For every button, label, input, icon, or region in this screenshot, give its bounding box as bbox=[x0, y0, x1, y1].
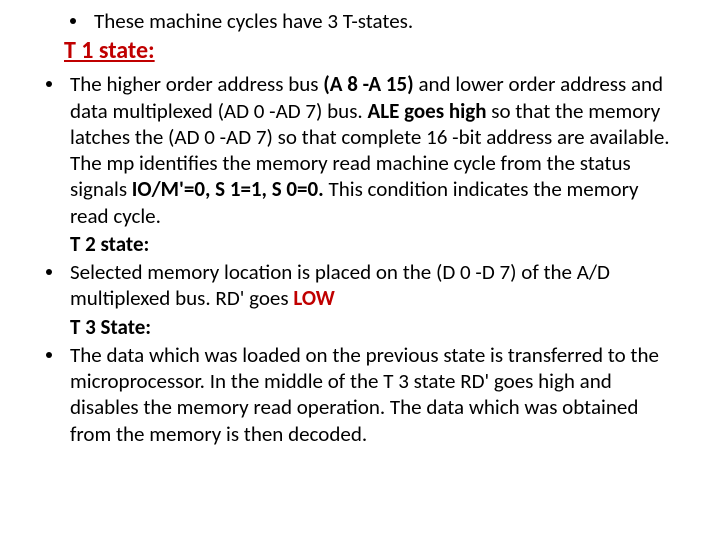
slide-container: These machine cycles have 3 T-states. T … bbox=[0, 0, 720, 540]
t1-heading: T 1 state: bbox=[64, 36, 680, 65]
bullet-icon bbox=[46, 269, 52, 275]
bullet1-para1: The higher order address bus (A 8 -A 15)… bbox=[70, 71, 680, 150]
bullet3-content: The data which was loaded on the previou… bbox=[70, 342, 680, 447]
bold-text: IO/M'=0, S 1=1, S 0=0. bbox=[132, 176, 324, 202]
t2-label: T 2 state: bbox=[70, 231, 680, 257]
main-bullet-list: The higher order address bus (A 8 -A 15)… bbox=[40, 71, 680, 447]
top-bullet-text: These machine cycles have 3 T-states. bbox=[94, 8, 413, 34]
bullet1-para2: The mp identifies the memory read machin… bbox=[70, 150, 680, 229]
bullet-icon bbox=[46, 352, 52, 358]
bold-text: ALE goes high bbox=[367, 98, 486, 124]
bold-text: (A 8 -A 15) bbox=[323, 71, 413, 97]
bullet-icon bbox=[46, 81, 52, 87]
bullet2-content: Selected memory location is placed on th… bbox=[70, 259, 680, 340]
red-bold-text: LOW bbox=[293, 285, 335, 311]
bullet3-row: The data which was loaded on the previou… bbox=[46, 342, 680, 447]
text: Selected memory location is placed on th… bbox=[70, 259, 610, 311]
bullet-icon bbox=[70, 18, 76, 24]
bullet2-row: Selected memory location is placed on th… bbox=[46, 259, 680, 340]
bullet2-para1: Selected memory location is placed on th… bbox=[70, 259, 680, 312]
text: The higher order address bus bbox=[70, 71, 323, 97]
bullet1-row: The higher order address bus (A 8 -A 15)… bbox=[46, 71, 680, 257]
bullet3-para1: The data which was loaded on the previou… bbox=[70, 342, 680, 447]
top-bullet-list: These machine cycles have 3 T-states. bbox=[40, 8, 680, 34]
t3-label: T 3 State: bbox=[70, 314, 680, 340]
bullet1-content: The higher order address bus (A 8 -A 15)… bbox=[70, 71, 680, 257]
top-bullet-row: These machine cycles have 3 T-states. bbox=[70, 8, 680, 34]
